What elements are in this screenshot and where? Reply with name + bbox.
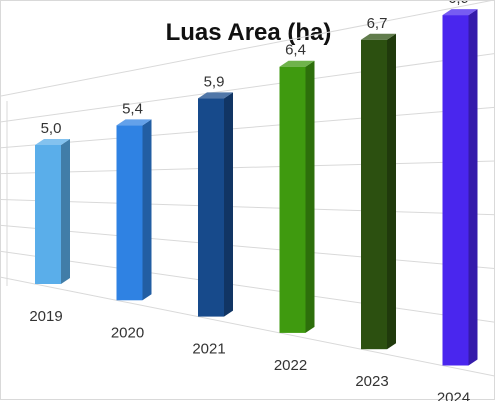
bar-side — [224, 92, 233, 316]
x-tick-label: 2019 — [29, 308, 62, 325]
bar-side — [143, 119, 152, 300]
gridline — [1, 200, 495, 215]
bar — [361, 40, 387, 349]
data-label: 6,7 — [367, 15, 388, 32]
bar — [198, 98, 224, 316]
gridline — [1, 107, 495, 148]
x-tick-label: 2020 — [111, 324, 144, 341]
bar-side — [306, 61, 315, 333]
gridline — [1, 1, 495, 96]
data-label: 5,4 — [122, 100, 143, 117]
bar-side — [61, 139, 70, 284]
bar — [280, 67, 306, 333]
x-tick-label: 2022 — [274, 357, 307, 374]
bar-side — [469, 9, 478, 365]
data-label: 6,4 — [285, 42, 306, 59]
bar-side — [387, 34, 396, 349]
data-label: 6,9 — [448, 1, 469, 7]
x-tick-label: 2024 — [437, 390, 470, 401]
x-tick-label: 2023 — [355, 373, 388, 390]
bar — [35, 145, 61, 284]
data-label: 5,9 — [204, 73, 225, 90]
gridline — [1, 277, 495, 376]
gridline — [1, 53, 495, 122]
data-label: 5,0 — [41, 120, 62, 137]
bar — [117, 125, 143, 300]
x-tick-label: 2021 — [192, 341, 225, 358]
bar — [443, 15, 469, 365]
gridline — [1, 161, 495, 174]
